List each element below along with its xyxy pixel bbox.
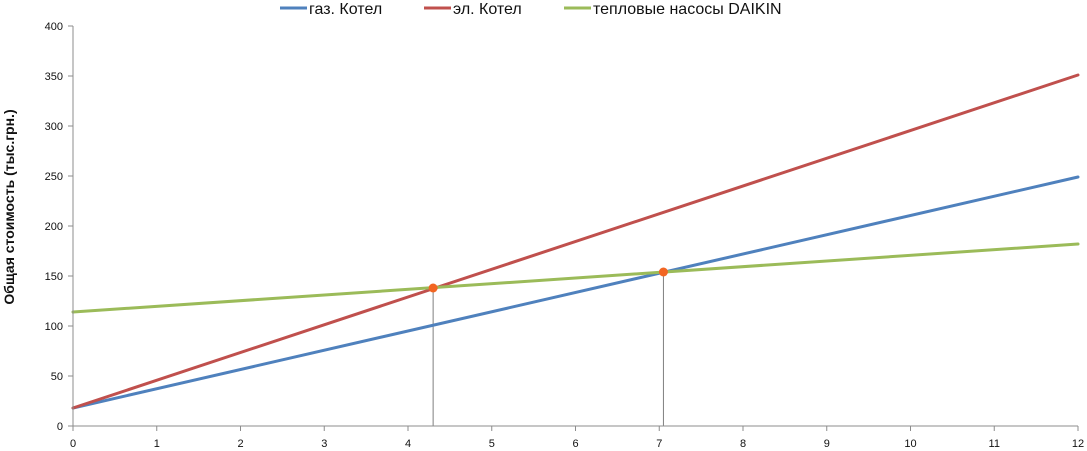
x-tick-label: 12 xyxy=(1072,438,1084,450)
y-tick-label: 300 xyxy=(45,121,63,133)
y-tick-label: 150 xyxy=(45,271,63,283)
x-tick-label: 0 xyxy=(70,438,76,450)
series-line-3 xyxy=(71,242,1080,314)
x-tick-label: 7 xyxy=(656,438,662,450)
x-axis-ticks: 0 1 2 3 4 5 6 7 8 9 10 11 12 xyxy=(70,426,1084,450)
legend: газ. Котел эл. Котел тепловые насосы DAIKI… xyxy=(280,1,782,18)
y-tick-label: 50 xyxy=(51,371,63,383)
series-line-2 xyxy=(71,73,1080,410)
intersection-point xyxy=(658,267,668,277)
y-tick-label: 0 xyxy=(57,421,63,433)
x-tick-label: 5 xyxy=(489,438,495,450)
series-line-1 xyxy=(71,175,1080,410)
x-tick-label: 9 xyxy=(824,438,830,450)
intersection-markers xyxy=(428,267,668,293)
y-tick-label: 350 xyxy=(45,71,63,83)
x-tick-label: 10 xyxy=(904,438,916,450)
y-tick-label: 250 xyxy=(45,171,63,183)
y-axis-ticks: 0 50 100 150 200 250 300 350 400 xyxy=(45,21,73,433)
x-tick-label: 1 xyxy=(154,438,160,450)
x-tick-label: 3 xyxy=(321,438,327,450)
legend-label-3: тепловые насосы DAIKIN xyxy=(593,1,782,18)
drop-lines xyxy=(432,272,664,426)
series-lines xyxy=(71,73,1080,410)
legend-label-2: эл. Котел xyxy=(453,1,522,18)
x-tick-label: 4 xyxy=(405,438,411,450)
y-axis-title: Общая стоимость (тыс.грн.) xyxy=(1,109,17,304)
intersection-point xyxy=(428,283,438,293)
y-tick-label: 400 xyxy=(45,21,63,33)
x-tick-label: 6 xyxy=(572,438,578,450)
y-tick-label: 100 xyxy=(45,321,63,333)
x-tick-label: 2 xyxy=(237,438,243,450)
legend-label-1: газ. Котел xyxy=(309,1,382,18)
x-tick-label: 11 xyxy=(989,438,1000,450)
y-tick-label: 200 xyxy=(45,221,63,233)
x-tick-label: 8 xyxy=(740,438,746,450)
